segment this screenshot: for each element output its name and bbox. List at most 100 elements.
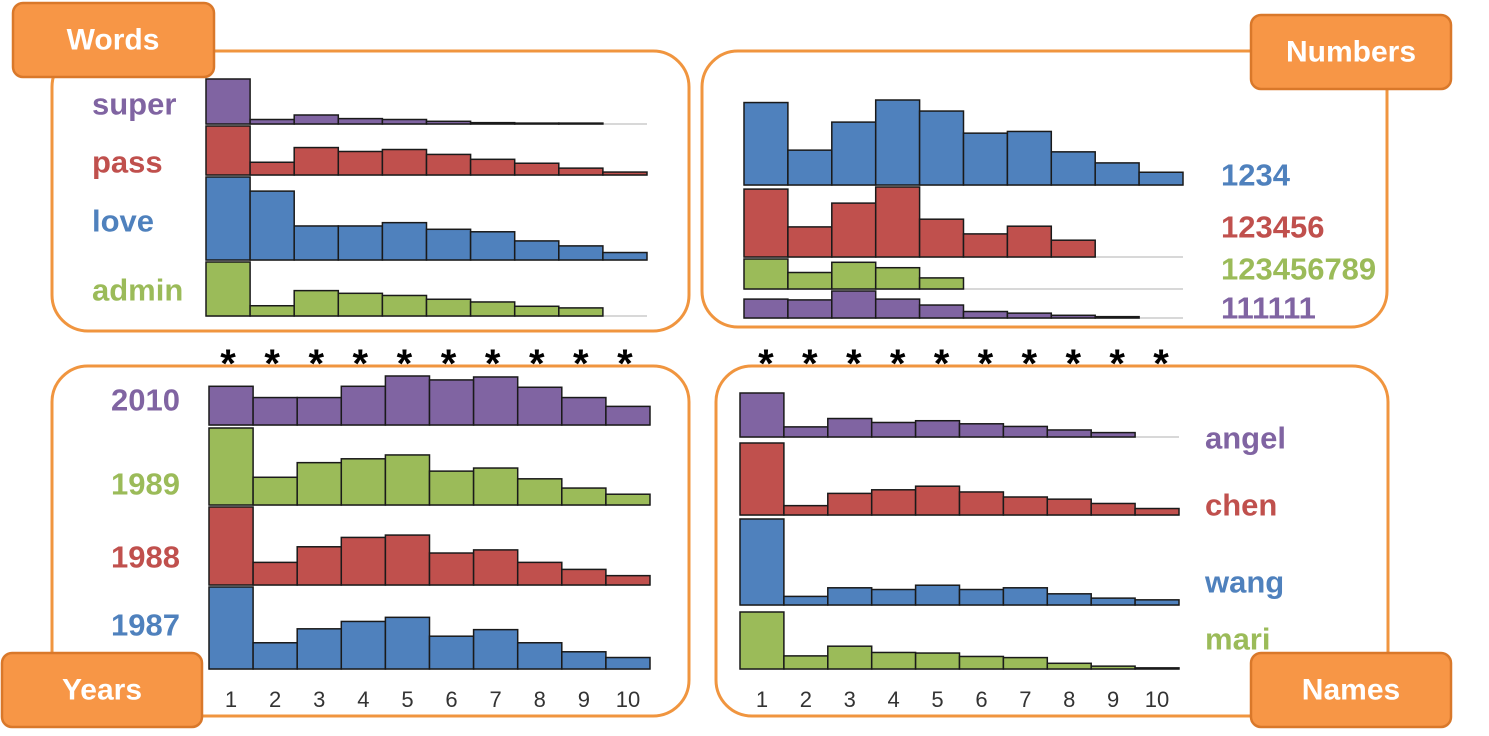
- words-panel-frame: [50, 49, 691, 333]
- series-label-wang: wang: [1204, 565, 1284, 600]
- bar-pass-6: [425, 153, 472, 176]
- tick-label-4: 4: [357, 687, 369, 712]
- bar-mari-8: [1046, 662, 1092, 670]
- significance-star: *: [1109, 342, 1125, 386]
- bar-2010-6: [428, 379, 475, 426]
- series-label-angel: angel: [1205, 421, 1286, 456]
- bar-2010-4: [340, 385, 387, 426]
- bar-super-3: [293, 114, 340, 125]
- significance-star: *: [529, 342, 545, 386]
- significance-star: *: [441, 342, 457, 386]
- bar-2010-8: [516, 386, 563, 426]
- bar-111111-2: [787, 299, 833, 319]
- bar-111111-7: [1006, 312, 1053, 319]
- numbers-series-1234: 1234: [743, 99, 1291, 193]
- words-tag-text: Words: [67, 24, 160, 57]
- series-label-123456: 123456: [1221, 210, 1324, 245]
- bar-1987-4: [340, 620, 387, 670]
- bar-1988-1: [208, 506, 254, 586]
- bar-pass-5: [381, 148, 428, 176]
- numbers-tag-text: Numbers: [1286, 36, 1416, 69]
- bar-1987-9: [561, 651, 607, 670]
- series-label-love: love: [92, 204, 154, 239]
- bar-1234-7: [1006, 130, 1053, 186]
- bar-admin-8: [513, 305, 560, 317]
- bar-1989-5: [384, 454, 431, 506]
- tick-label-8: 8: [534, 687, 546, 712]
- bar-admin-7: [469, 301, 516, 317]
- bar-111111-4: [874, 298, 921, 319]
- significance-star: *: [1153, 342, 1169, 386]
- significance-star: *: [264, 342, 280, 386]
- bar-mari-5: [914, 652, 961, 670]
- bar-love-9: [558, 245, 604, 261]
- bar-wang-10: [1134, 599, 1180, 606]
- bar-super-2: [249, 118, 295, 125]
- series-label-mari: mari: [1205, 622, 1270, 657]
- bar-love-8: [513, 240, 560, 261]
- tick-label-1: 1: [756, 687, 768, 712]
- bar-1234-4: [874, 99, 921, 186]
- bar-123456789-5: [918, 277, 965, 290]
- bar-pass-2: [249, 161, 295, 176]
- bar-angel-3: [827, 417, 873, 438]
- significance-star: *: [397, 342, 413, 386]
- bar-love-1: [205, 176, 251, 261]
- series-label-super: super: [92, 87, 176, 122]
- names-tag-text: Names: [1302, 674, 1400, 707]
- numbers-tag: Numbers: [1249, 13, 1453, 91]
- significance-star: *: [1065, 342, 1081, 386]
- numbers-series-123456789: 123456789: [743, 252, 1376, 290]
- bar-pass-7: [469, 158, 516, 176]
- bar-1234-10: [1138, 171, 1184, 186]
- significance-star: *: [617, 342, 633, 386]
- bar-111111-6: [962, 310, 1009, 319]
- bar-1988-4: [340, 536, 387, 586]
- significance-star: *: [220, 342, 236, 386]
- bar-1234-3: [831, 121, 877, 186]
- bar-wang-7: [1002, 587, 1049, 606]
- bar-2010-10: [605, 405, 651, 426]
- bar-chen-2: [783, 504, 829, 516]
- bar-2010-5: [384, 375, 431, 426]
- bar-wang-4: [870, 588, 917, 606]
- series-label-123456789: 123456789: [1221, 252, 1376, 287]
- tick-label-1: 1: [225, 687, 237, 712]
- bar-love-10: [602, 251, 648, 261]
- bar-love-5: [381, 221, 428, 261]
- names-tag: Names: [1249, 651, 1453, 729]
- tick-label-10: 10: [616, 687, 640, 712]
- bar-1988-5: [384, 534, 431, 586]
- bar-wang-9: [1090, 597, 1136, 606]
- bar-1988-8: [516, 561, 563, 586]
- bar-123456-7: [1006, 225, 1053, 258]
- bar-1989-3: [296, 461, 343, 506]
- names-panel-frame: [714, 364, 1390, 718]
- bar-super-9: [558, 122, 604, 125]
- bar-1234-9: [1094, 162, 1140, 186]
- bar-1988-10: [605, 574, 651, 586]
- years-panel-frame: [50, 364, 691, 718]
- bar-mari-9: [1090, 665, 1136, 670]
- numbers-series-111111: 111111: [743, 290, 1316, 326]
- bar-pass-8: [513, 162, 560, 176]
- bar-super-5: [381, 118, 428, 125]
- words-series-love: love: [92, 176, 648, 261]
- tick-label-6: 6: [445, 687, 457, 712]
- bar-admin-2: [249, 304, 295, 317]
- bar-123456789-1: [743, 258, 789, 290]
- tick-label-3: 3: [844, 687, 856, 712]
- bar-chen-9: [1090, 502, 1136, 516]
- bar-1988-6: [428, 552, 475, 586]
- series-label-1234: 1234: [1221, 158, 1291, 193]
- bar-1989-10: [605, 493, 651, 506]
- bar-wang-8: [1046, 593, 1092, 606]
- significance-star: *: [353, 342, 369, 386]
- numbers-series-123456: 123456: [743, 186, 1324, 258]
- significance-star: *: [890, 342, 906, 386]
- bar-123456-6: [962, 233, 1009, 258]
- years-chart: 2010 1989 1988 1987 1 2 3 4 5 6 7 8 9 10: [111, 375, 651, 712]
- bar-admin-1: [205, 261, 251, 317]
- bar-pass-9: [558, 167, 604, 176]
